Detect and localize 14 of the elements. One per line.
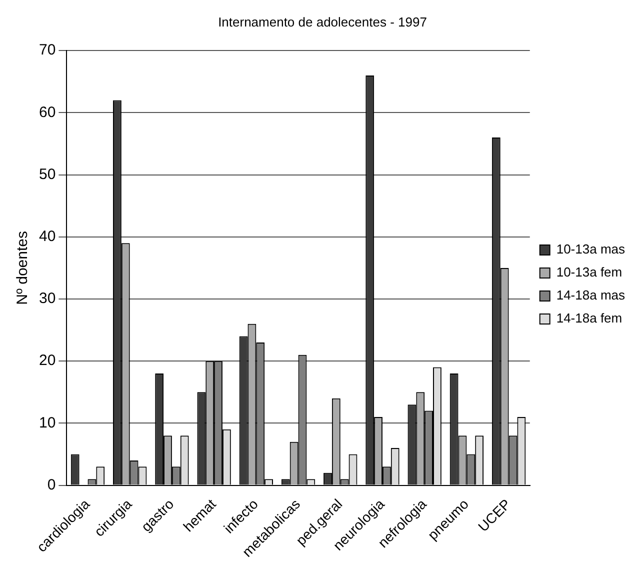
y-tick-label: 20 — [38, 352, 56, 370]
legend-label: 14-18a mas — [556, 288, 626, 303]
legend-label: 14-18a fem — [556, 310, 622, 326]
y-axis-title: Nº doentes — [14, 231, 32, 305]
legend-label: 10-13a mas — [556, 242, 626, 257]
y-tick-label: 70 — [38, 42, 56, 59]
legend-label: 10-13a fem — [556, 264, 622, 280]
chart-title: Internamento de adolecentes - 1997 — [218, 14, 427, 30]
y-tick-label: 50 — [38, 166, 56, 183]
y-tick-label: 60 — [38, 104, 56, 121]
y-tick-label: 40 — [38, 228, 56, 246]
y-tick-label: 10 — [38, 414, 56, 432]
y-tick-label: 0 — [47, 476, 56, 494]
y-tick-label: 30 — [38, 290, 56, 308]
